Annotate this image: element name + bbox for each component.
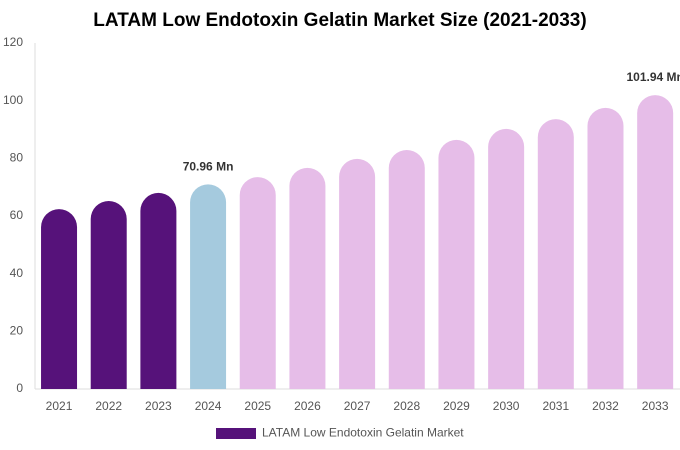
bar: [587, 107, 624, 390]
data-label: 101.94 Mn: [626, 70, 680, 84]
x-tick-label: 2033: [642, 399, 669, 413]
x-tick-label: 2027: [344, 399, 371, 413]
chart-title: LATAM Low Endotoxin Gelatin Market Size …: [93, 10, 586, 31]
legend-swatch: [216, 428, 256, 439]
bar: [140, 192, 177, 389]
y-tick-label: 120: [3, 35, 23, 49]
y-tick-label: 0: [16, 381, 23, 395]
bar: [339, 158, 376, 389]
x-tick-label: 2026: [294, 399, 321, 413]
bar: [289, 167, 326, 389]
x-tick-label: 2028: [393, 399, 420, 413]
x-tick-label: 2025: [244, 399, 271, 413]
bar: [537, 119, 574, 389]
bar: [239, 177, 276, 389]
y-tick-label: 20: [10, 324, 24, 338]
legend-label: LATAM Low Endotoxin Gelatin Market: [262, 426, 464, 440]
x-tick-label: 2031: [542, 399, 569, 413]
bar: [637, 95, 674, 389]
bar: [488, 128, 525, 389]
y-tick-label: 100: [3, 93, 23, 107]
bar: [41, 209, 78, 389]
x-tick-label: 2032: [592, 399, 619, 413]
y-tick-label: 80: [10, 151, 24, 165]
x-tick-label: 2021: [46, 399, 73, 413]
bar: [438, 139, 475, 389]
bar: [90, 201, 127, 389]
x-tick-label: 2030: [493, 399, 520, 413]
data-label: 70.96 Mn: [183, 160, 234, 174]
y-tick-label: 40: [10, 266, 24, 280]
x-tick-label: 2023: [145, 399, 172, 413]
bar: [190, 184, 227, 389]
x-tick-label: 2022: [95, 399, 122, 413]
x-tick-label: 2029: [443, 399, 470, 413]
x-tick-label: 2024: [195, 399, 222, 413]
y-tick-label: 60: [10, 208, 24, 222]
bar: [388, 149, 425, 389]
